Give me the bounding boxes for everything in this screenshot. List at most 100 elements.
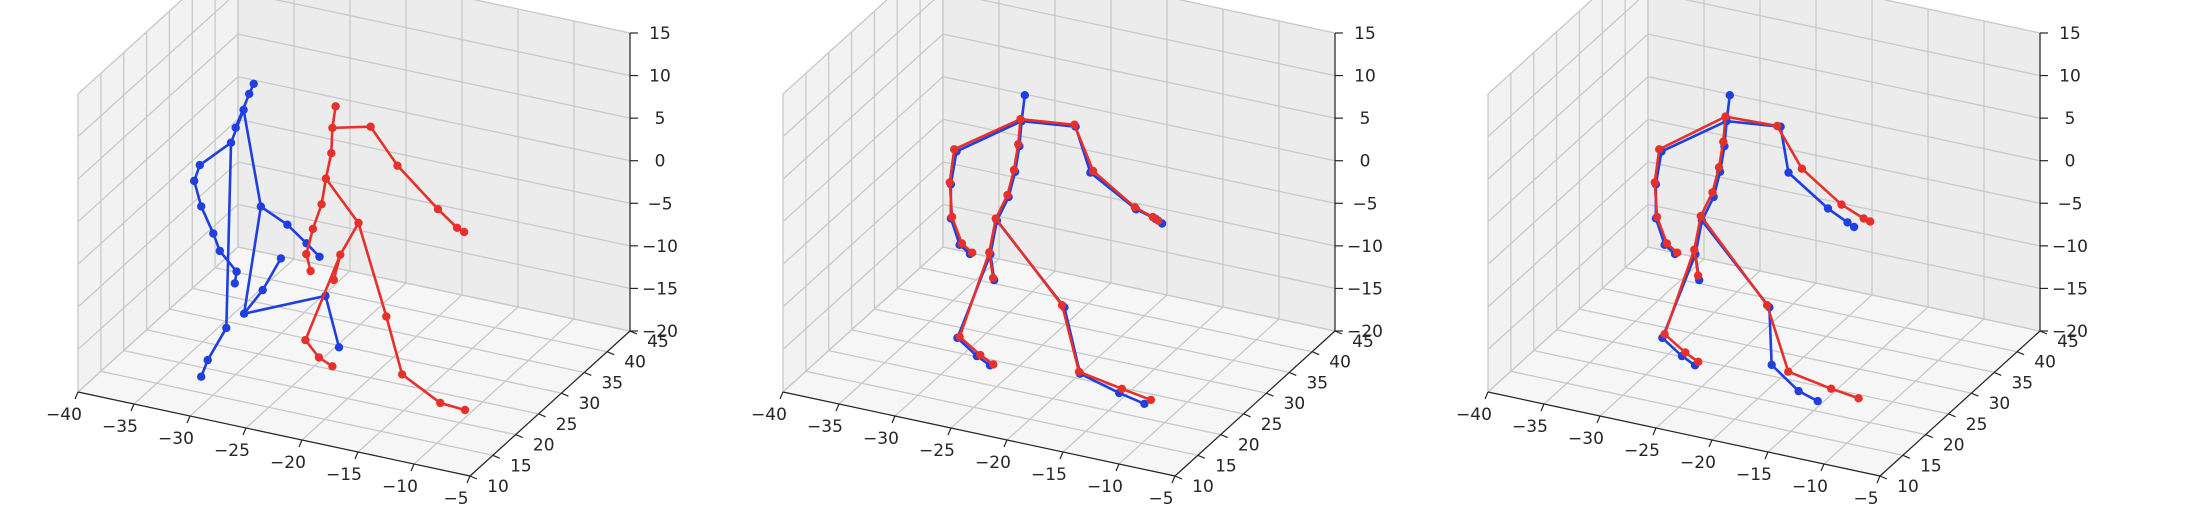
x-tick-label: −40 xyxy=(751,405,787,425)
z-gridline xyxy=(77,246,631,393)
joint-point xyxy=(989,360,998,369)
joint-point xyxy=(1719,137,1728,146)
x-tick-label: −20 xyxy=(270,453,306,473)
y-tick-label: 35 xyxy=(1306,373,1328,393)
z-tick-label: 10 xyxy=(649,67,671,87)
joint-point xyxy=(1693,271,1703,280)
skeleton-bone xyxy=(1657,115,1727,151)
x-tick-label: −30 xyxy=(863,429,899,449)
x-tick-label: −5 xyxy=(1853,489,1878,509)
joint-point xyxy=(1794,386,1803,396)
series-2 xyxy=(301,102,470,415)
y-tick xyxy=(1289,371,1297,376)
skeleton-bone xyxy=(198,141,233,167)
z-tick-label: −10 xyxy=(1347,237,1383,257)
x-tick xyxy=(779,391,784,400)
z-gridline xyxy=(77,161,631,308)
z-tick-label: −10 xyxy=(642,237,678,257)
skeleton-bone xyxy=(242,108,263,208)
z-tick-label: −20 xyxy=(642,322,678,342)
joint-point xyxy=(1762,301,1772,310)
skeleton-bone xyxy=(1770,363,1800,393)
y-tick-label: 15 xyxy=(510,456,532,476)
skeleton-bone xyxy=(242,294,327,315)
x-tick-label: −35 xyxy=(102,417,138,437)
x-tick xyxy=(1540,403,1545,412)
joint-point xyxy=(354,218,363,228)
y-tick xyxy=(1994,371,2002,376)
z-tick-label: −5 xyxy=(1352,194,1377,214)
joint-point xyxy=(232,267,241,276)
skeleton-bone xyxy=(324,294,341,349)
joint-point xyxy=(976,350,985,360)
z-tick-label: 15 xyxy=(1354,24,1376,44)
chart-panel-2: −40−35−30−25−20−15−10−51015202530354045−… xyxy=(751,0,1383,509)
skeleton-bone xyxy=(1717,140,1725,169)
joint-point xyxy=(397,370,407,379)
skeleton-bone xyxy=(400,373,442,405)
skeleton-bone xyxy=(988,251,995,280)
skeleton-bone xyxy=(1829,387,1860,400)
skeleton-bone xyxy=(949,217,961,247)
skeleton-bone xyxy=(1020,119,1077,128)
joint-point xyxy=(239,309,249,318)
skeleton-bone xyxy=(948,181,954,219)
x-tick-label: −40 xyxy=(46,405,82,425)
joint-point xyxy=(1767,360,1776,370)
skeleton-bone xyxy=(1787,171,1830,210)
joint-point xyxy=(988,273,998,283)
skeleton-bone xyxy=(261,257,283,292)
joint-point xyxy=(1797,164,1807,173)
z-gridline xyxy=(782,75,1336,223)
skeleton-bone xyxy=(329,126,334,155)
y-tick xyxy=(606,351,615,356)
z-gridline xyxy=(77,0,631,138)
y-tick-label: 15 xyxy=(1920,456,1942,476)
skeleton-bone xyxy=(1840,203,1866,220)
skeleton-bone xyxy=(1800,167,1843,206)
joint-point xyxy=(1813,396,1822,406)
y-tick-label: 30 xyxy=(1284,394,1306,414)
y-tick-label: 35 xyxy=(601,373,623,393)
z-tick-label: −10 xyxy=(2052,237,2088,257)
joint-point xyxy=(1837,200,1846,209)
z-gridline xyxy=(782,33,1336,180)
y-tick xyxy=(1174,475,1183,480)
skeleton-bone xyxy=(1073,123,1095,173)
joint-point xyxy=(1708,188,1717,197)
z-gridline xyxy=(1487,246,2041,393)
z-gridline xyxy=(77,75,631,223)
joint-point xyxy=(1660,330,1669,339)
x-tick xyxy=(186,415,191,424)
joint-point xyxy=(460,405,470,415)
joint-point xyxy=(317,200,326,209)
joint-point xyxy=(393,161,402,170)
y-tick xyxy=(1311,351,1320,356)
skeleton-bone xyxy=(324,177,360,225)
joint-point xyxy=(1140,399,1149,408)
joint-point xyxy=(283,220,292,229)
x-tick-label: −5 xyxy=(1148,489,1173,509)
skeleton-bone xyxy=(1699,191,1714,218)
skeleton-bone xyxy=(396,164,440,211)
x-tick-label: −25 xyxy=(1624,441,1660,461)
joint-point xyxy=(327,149,336,158)
joint-point xyxy=(209,229,218,238)
skeleton-bone xyxy=(192,179,203,208)
joint-point xyxy=(957,239,967,248)
skeleton-bone xyxy=(1019,117,1076,127)
z-tick-label: 5 xyxy=(2065,109,2076,129)
y-tick-label: 15 xyxy=(1215,456,1237,476)
joint-point xyxy=(321,174,331,183)
skeleton-bone xyxy=(1077,370,1124,391)
skeleton-bone xyxy=(242,205,263,315)
x-tick-label: −20 xyxy=(975,453,1011,473)
joint-point xyxy=(1827,384,1836,393)
joint-point xyxy=(1154,216,1163,225)
skeleton-bone xyxy=(304,253,342,342)
joint-point xyxy=(1849,222,1859,232)
y-tick xyxy=(1879,475,1888,480)
y-tick xyxy=(492,454,501,459)
skeleton-bone xyxy=(1775,124,1804,171)
z-tick-label: −5 xyxy=(2057,194,2082,214)
